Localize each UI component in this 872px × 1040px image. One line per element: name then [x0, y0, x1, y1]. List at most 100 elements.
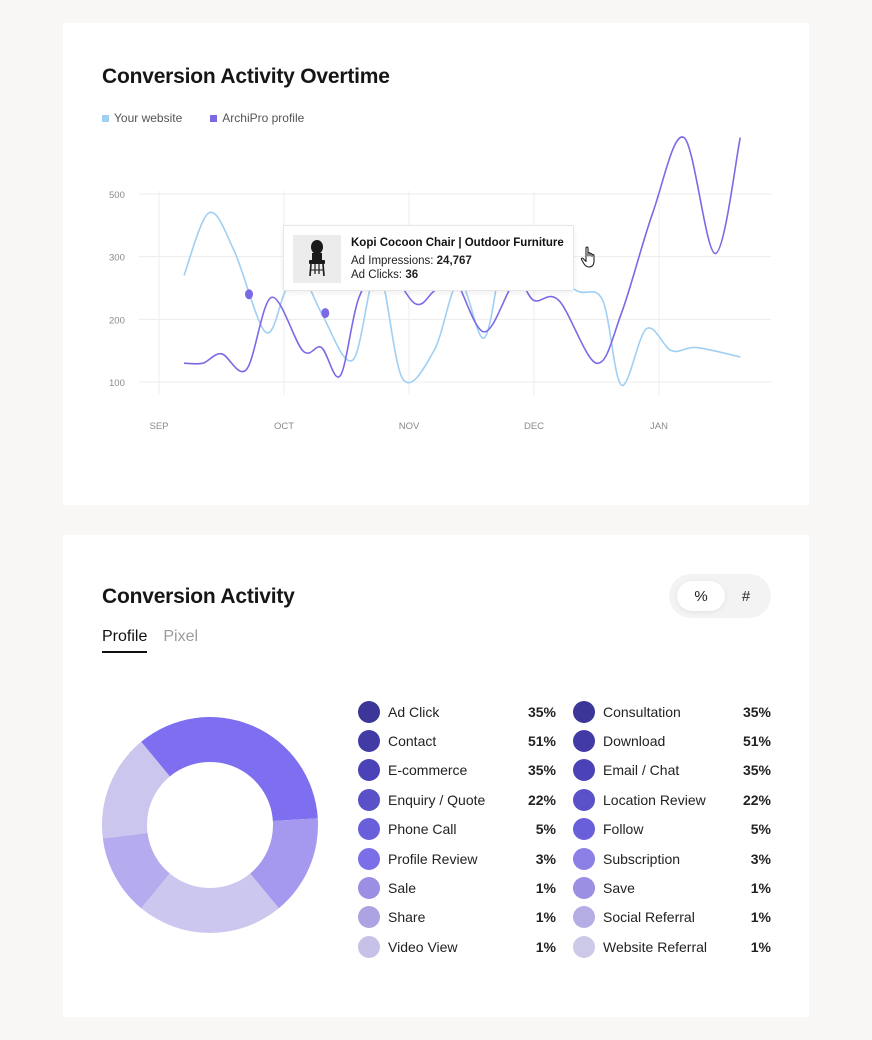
category-color-dot [573, 847, 595, 870]
x-tick-label: NOV [399, 421, 420, 432]
legend-label-website: Your website [114, 111, 183, 125]
category-row: Consultation 35% [573, 697, 771, 726]
category-label: Profile Review [388, 850, 478, 867]
category-color-dot [573, 906, 595, 929]
legend-item-website[interactable]: Your website [102, 111, 182, 125]
category-label: Consultation [603, 703, 681, 720]
category-color-dot [573, 935, 595, 958]
category-value: 1% [750, 909, 771, 926]
category-label: Save [603, 880, 635, 897]
toggle-count-button[interactable]: # [741, 587, 751, 605]
category-color-dot [573, 788, 595, 811]
donut-slice-1[interactable] [250, 818, 318, 909]
category-row: Video View 1% [358, 932, 556, 961]
category-row: Sale 1% [358, 873, 556, 902]
category-color-dot [573, 730, 595, 753]
category-row: Email / Chat 35% [573, 756, 771, 785]
category-value: 1% [535, 938, 556, 955]
tooltip-clicks-label: Ad Clicks: [351, 269, 403, 281]
tooltip-impressions-label: Ad Impressions: [351, 255, 434, 267]
category-value: 35% [527, 703, 556, 720]
category-color-dot [358, 759, 380, 782]
category-label: Social Referral [603, 909, 695, 926]
category-color-dot [573, 877, 595, 900]
donut-chart[interactable] [102, 717, 318, 933]
category-list-left: Ad Click 35% Contact 51% E-commerce 35% Enquir… [358, 697, 556, 962]
category-value: 1% [750, 880, 771, 897]
category-row: E-commerce 35% [358, 756, 556, 785]
category-value: 35% [742, 703, 771, 720]
donut-slice-3[interactable] [102, 832, 170, 909]
category-label: Download [603, 733, 666, 750]
category-value: 22% [742, 791, 771, 808]
category-label: Subscription [603, 850, 681, 867]
category-label: Video View [388, 938, 458, 955]
x-tick-label: SEP [149, 421, 168, 432]
category-label: Contact [388, 733, 437, 750]
category-value: 1% [750, 938, 771, 955]
category-row: Download 51% [573, 726, 771, 755]
section-title: Conversion Activity [102, 585, 295, 608]
category-value: 35% [527, 762, 556, 779]
category-value: 1% [535, 909, 556, 926]
conversion-overtime-card: Conversion Activity Overtime Your websit… [63, 23, 809, 505]
category-color-dot [358, 877, 380, 900]
data-point-marker[interactable] [321, 308, 330, 319]
donut-slice-0[interactable] [141, 717, 318, 822]
category-label: E-commerce [388, 762, 468, 779]
chart-tooltip: Kopi Cocoon Chair | Outdoor Furniture Ad… [283, 225, 574, 291]
donut-slice-2[interactable] [141, 873, 279, 933]
category-value: 3% [535, 850, 556, 867]
activity-tabs: Profile Pixel [102, 628, 198, 653]
category-label: Location Review [603, 791, 706, 808]
category-color-dot [573, 759, 595, 782]
tooltip-impressions-value: 24,767 [436, 255, 472, 267]
category-color-dot [358, 935, 380, 958]
x-tick-label: DEC [524, 421, 544, 432]
category-value: 3% [750, 850, 771, 867]
category-row: Enquiry / Quote 22% [358, 785, 556, 814]
donut-slice-4[interactable] [102, 741, 170, 839]
page-title: Conversion Activity Overtime [102, 65, 390, 88]
tab-profile[interactable]: Profile [102, 628, 148, 653]
unit-toggle: % # [669, 574, 771, 618]
category-color-dot [358, 730, 380, 753]
category-row: Website Referral 1% [573, 932, 771, 961]
y-tick-label: 500 [109, 190, 125, 201]
tooltip-title: Kopi Cocoon Chair | Outdoor Furniture [351, 237, 564, 249]
category-value: 35% [742, 762, 771, 779]
category-row: Contact 51% [358, 726, 556, 755]
y-tick-label: 300 [109, 253, 125, 264]
category-row: Ad Click 35% [358, 697, 556, 726]
category-label: Website Referral [603, 938, 708, 955]
x-tick-label: OCT [274, 421, 294, 432]
tooltip-impressions: Ad Impressions: 24,767 [351, 255, 472, 267]
category-row: Follow 5% [573, 815, 771, 844]
x-tick-label: JAN [650, 421, 668, 432]
category-value: 5% [535, 821, 556, 838]
legend-label-archipro: ArchiPro profile [222, 111, 305, 125]
category-color-dot [358, 788, 380, 811]
hand-pointer-icon [580, 246, 600, 275]
y-tick-label: 200 [109, 315, 125, 326]
category-color-dot [573, 818, 595, 841]
category-label: Phone Call [388, 821, 457, 838]
category-label: Ad Click [388, 703, 440, 720]
chart-legend: Your website ArchiPro profile [102, 111, 304, 125]
tab-pixel[interactable]: Pixel [163, 628, 199, 645]
category-color-dot [573, 700, 595, 723]
data-point-marker[interactable] [245, 289, 253, 300]
category-row: Subscription 3% [573, 844, 771, 873]
category-row: Profile Review 3% [358, 844, 556, 873]
category-color-dot [358, 818, 380, 841]
toggle-percent-button[interactable]: % [677, 581, 725, 611]
chart-grid [139, 191, 771, 395]
category-row: Phone Call 5% [358, 815, 556, 844]
chair-icon [293, 235, 341, 283]
conversion-activity-card: Conversion Activity % # Profile Pixel Ad… [63, 535, 809, 1017]
legend-item-archipro[interactable]: ArchiPro profile [210, 111, 304, 125]
tooltip-clicks: Ad Clicks: 36 [351, 269, 418, 281]
category-label: Follow [603, 821, 644, 838]
y-tick-label: 100 [109, 378, 125, 389]
category-color-dot [358, 700, 380, 723]
